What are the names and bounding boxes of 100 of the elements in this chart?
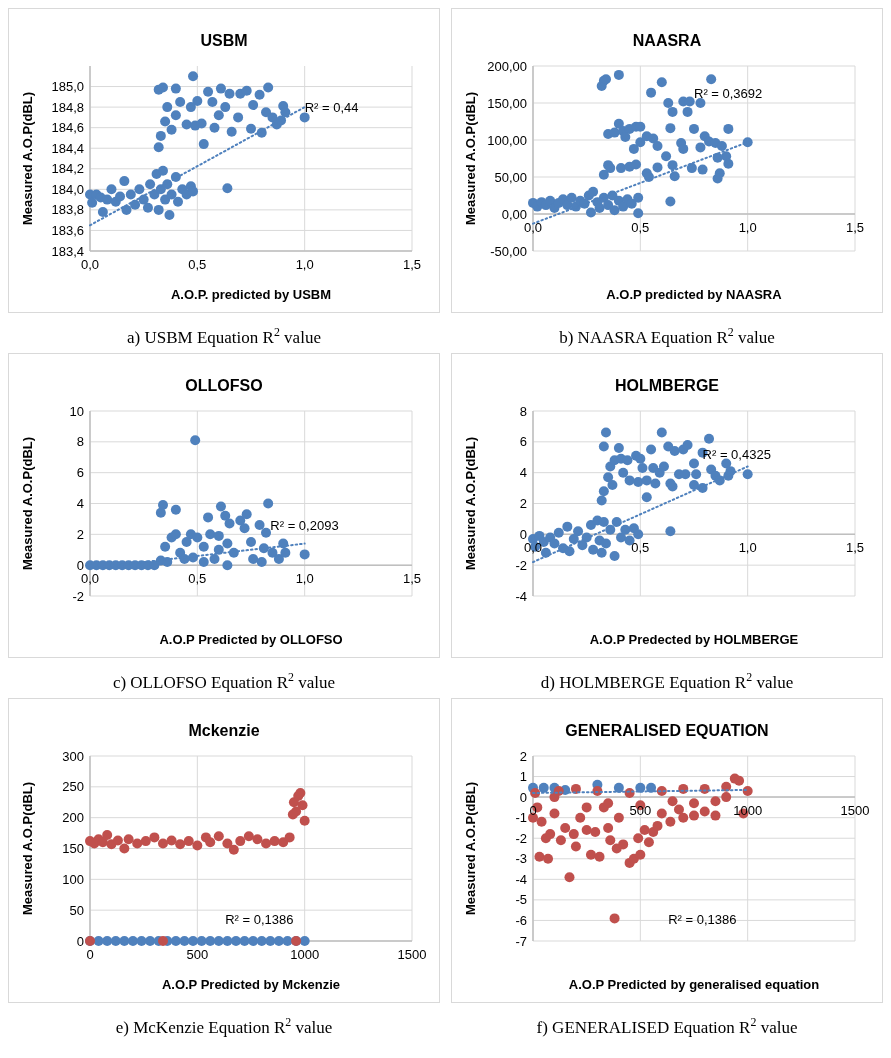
y-axis-title: Measured A.O.P(dBL) <box>20 91 35 226</box>
point <box>246 537 256 548</box>
y-tick-label: 183,4 <box>51 243 84 259</box>
point <box>119 843 130 854</box>
point <box>119 936 130 946</box>
y-tick-label: -4 <box>515 871 527 887</box>
y-tick-label: 0 <box>76 933 84 949</box>
y-tick-label: 250 <box>62 779 84 795</box>
y-tick-label: -6 <box>515 912 527 928</box>
y-tick-label: -4 <box>515 588 527 604</box>
point <box>183 836 194 847</box>
point <box>198 541 209 552</box>
text: a) USBM Equation R$^{2}$ value <box>127 325 321 347</box>
point <box>269 836 280 847</box>
point <box>205 936 216 946</box>
point <box>102 936 113 946</box>
x-tick-label: 0,5 <box>631 540 650 556</box>
annotation: R² = 0,1386 <box>225 912 294 928</box>
point <box>235 515 246 526</box>
x-tick-label: 1,5 <box>845 220 865 235</box>
y-tick-label: 200 <box>62 810 84 826</box>
annotation: R² = 0,1386 <box>668 912 737 928</box>
x-tick-label: 0,0 <box>523 220 543 235</box>
point <box>170 504 181 515</box>
text: c) OLLOFSO Equation R$^{2}$ value <box>112 670 336 692</box>
text: f) GENERALISED Equation R$^{2}$ value <box>536 1015 798 1037</box>
y-tick-label: 184,6 <box>51 120 84 136</box>
point <box>282 936 293 946</box>
point <box>145 936 156 946</box>
y-tick-label: 184,0 <box>51 181 84 197</box>
point <box>273 936 284 946</box>
point <box>170 936 181 946</box>
point <box>263 498 274 509</box>
y-tick-label: 100,00 <box>487 132 527 148</box>
point <box>256 557 267 568</box>
point <box>241 509 252 520</box>
chart-title: GENERALISED EQUATION <box>565 722 769 739</box>
y-axis-title: Measured A.O.P(dBL) <box>20 781 35 916</box>
point <box>203 512 214 523</box>
x-tick-label: 0,0 <box>80 257 100 272</box>
annotation: R² = 0,4325 <box>702 446 771 462</box>
y-tick-label: 8 <box>76 434 84 450</box>
point <box>127 936 138 946</box>
x-tick-label: 0,5 <box>631 220 650 235</box>
annotation: R² = 0,3692 <box>694 85 763 101</box>
point <box>157 936 168 946</box>
x-tick-label: 1,5 <box>845 540 865 556</box>
y-tick-label: 100 <box>62 871 84 887</box>
y-axis-title: Measured A.O.P(dBL) <box>463 91 478 226</box>
point <box>166 835 177 846</box>
y-tick-label: -2 <box>515 557 527 573</box>
point <box>213 530 224 541</box>
chart-title: OLLOFSO <box>185 377 263 394</box>
point <box>284 832 295 843</box>
point <box>222 838 233 849</box>
chart-title: Mckenzie <box>188 722 260 739</box>
point <box>261 527 272 538</box>
text: d) HOLMBERGE Equation R$^{2}$ value <box>540 670 794 692</box>
y-tick-label: 0 <box>519 526 527 542</box>
x-tick-label: 1000 <box>290 947 320 962</box>
point <box>179 936 190 946</box>
point <box>295 788 306 798</box>
x-tick-label: 0,0 <box>523 540 543 556</box>
text: e) McKenzie Equation R$^{2}$ value <box>115 1015 333 1037</box>
point <box>273 554 284 564</box>
x-tick-label: 1,5 <box>402 571 422 587</box>
chart-title: HOLMBERGE <box>615 377 720 394</box>
text: b) NAASRA Equation R$^{2}$ value <box>559 325 775 347</box>
x-tick-label: 1,0 <box>738 540 757 556</box>
y-tick-label: 6 <box>76 465 84 481</box>
y-tick-label: -50,00 <box>490 243 527 259</box>
point <box>205 529 216 540</box>
point <box>160 541 171 552</box>
point <box>252 834 263 845</box>
point <box>220 510 231 521</box>
y-tick-label: 6 <box>519 434 527 450</box>
y-tick-label: 50 <box>69 902 84 918</box>
point <box>209 554 220 564</box>
point <box>299 549 310 560</box>
point <box>140 836 151 847</box>
x-tick-label: 1000 <box>733 803 763 819</box>
y-tick-label: 1 <box>519 769 527 785</box>
y-axis-title: Measured A.O.P(dBL) <box>463 436 478 571</box>
x-tick-label: 0 <box>86 947 94 962</box>
point <box>192 532 203 543</box>
point <box>222 538 233 549</box>
y-tick-label: 184,4 <box>51 140 84 156</box>
point <box>112 835 123 846</box>
point <box>243 831 254 842</box>
y-tick-label: 150,00 <box>487 95 527 111</box>
x-tick-label: 0,5 <box>188 257 207 272</box>
point <box>228 844 239 855</box>
point <box>157 500 168 511</box>
x-tick-label: 1500 <box>840 803 870 819</box>
point <box>235 836 246 847</box>
point <box>213 831 224 842</box>
x-tick-label: 1,0 <box>738 220 757 235</box>
point <box>287 809 298 820</box>
point <box>181 537 192 548</box>
y-tick-label: 150 <box>62 841 84 857</box>
